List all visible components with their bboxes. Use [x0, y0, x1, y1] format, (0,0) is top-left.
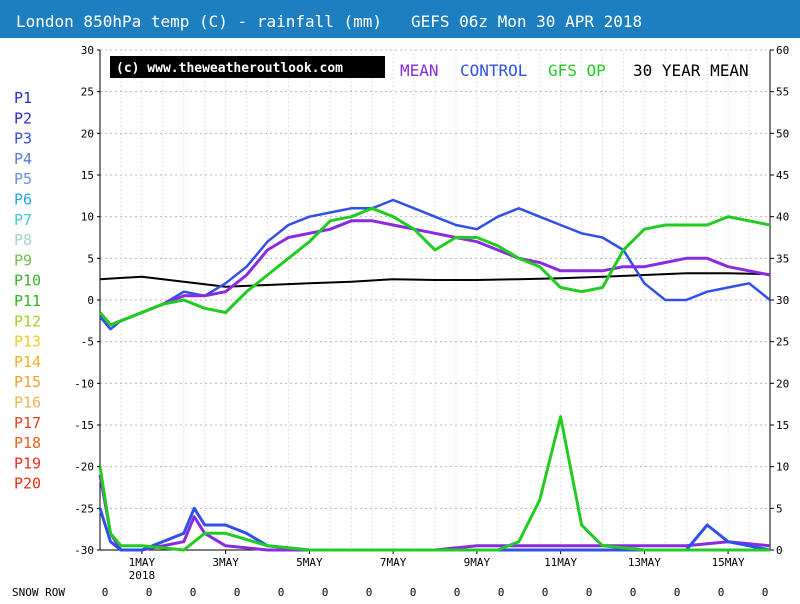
legend-p9: P9 — [14, 251, 32, 269]
chart-title: London 850hPa temp (C) - rainfall (mm) G… — [16, 12, 642, 31]
watermark-text: (c) www.theweatheroutlook.com — [116, 61, 343, 76]
legend-p3: P3 — [14, 130, 32, 148]
right-tick-label: 55 — [776, 86, 789, 99]
snow-row-value: 0 — [366, 586, 373, 599]
left-tick-label: -30 — [74, 544, 94, 557]
legend-p20: P20 — [14, 475, 41, 493]
snow-row-value: 0 — [454, 586, 461, 599]
left-tick-label: -25 — [74, 502, 94, 515]
legend-p16: P16 — [14, 394, 41, 412]
snow-row: SNOW ROW 0 0 0 0 0 0 0 0 0 0 0 0 0 0 0 0 — [12, 586, 768, 599]
right-tick-label: 40 — [776, 211, 789, 224]
rain-line-gfs-op — [98, 415, 770, 552]
left-tick-label: -10 — [74, 377, 94, 390]
left-tick-label: -5 — [81, 336, 94, 349]
snow-row-value: 0 — [630, 586, 637, 599]
legend-p4: P4 — [14, 150, 32, 168]
temp-line-mean — [98, 219, 771, 327]
left-tick-label: 0 — [87, 294, 94, 307]
snow-row-label: SNOW ROW — [12, 586, 65, 599]
left-tick-label: -15 — [74, 419, 94, 432]
snow-row-value: 0 — [542, 586, 549, 599]
header-bar — [0, 0, 800, 38]
left-tick-label: 5 — [87, 252, 94, 265]
right-tick-label: 15 — [776, 419, 789, 432]
snow-row-value: 0 — [146, 586, 153, 599]
snow-row-value: 0 — [102, 586, 109, 599]
legend-p6: P6 — [14, 191, 32, 209]
legend-p7: P7 — [14, 211, 32, 229]
left-tick-label: 10 — [81, 211, 94, 224]
temp-line-gfs-op — [98, 206, 771, 327]
right-tick-label: 5 — [776, 502, 783, 515]
snow-row-value: 0 — [190, 586, 197, 599]
left-tick-label: -20 — [74, 461, 94, 474]
watermark-box — [110, 56, 385, 78]
left-tick-label: 15 — [81, 169, 94, 182]
right-tick-label: 25 — [776, 336, 789, 349]
right-tick-label: 10 — [776, 461, 789, 474]
right-tick-label: 50 — [776, 127, 789, 140]
axis-layer: 302520151050-5-10-15-20-25-3060555045403… — [74, 44, 789, 582]
right-tick-label: 45 — [776, 169, 789, 182]
legend-p5: P5 — [14, 170, 32, 188]
right-tick-label: 35 — [776, 252, 789, 265]
right-tick-label: 20 — [776, 377, 789, 390]
legend-p11: P11 — [14, 292, 41, 310]
snow-row-value: 0 — [498, 586, 505, 599]
snow-row-value: 0 — [234, 586, 241, 599]
legend-mean: MEAN — [400, 61, 439, 80]
snow-row-value: 0 — [410, 586, 417, 599]
x-tick-label: 9MAY — [464, 556, 491, 569]
x-tick-label: 11MAY — [544, 556, 577, 569]
legend-30-year-mean: 30 YEAR MEAN — [633, 61, 749, 80]
legend-p13: P13 — [14, 333, 41, 351]
left-tick-label: 30 — [81, 44, 94, 57]
right-tick-label: 0 — [776, 544, 783, 557]
legend-p14: P14 — [14, 353, 41, 371]
series-layer — [98, 198, 771, 552]
legend-p2: P2 — [14, 109, 32, 127]
legend-p18: P18 — [14, 434, 41, 452]
legend-p19: P19 — [14, 454, 41, 472]
x-year-label: 2018 — [129, 569, 156, 582]
x-tick-label: 1MAY — [129, 556, 156, 569]
x-tick-label: 13MAY — [628, 556, 661, 569]
right-tick-label: 30 — [776, 294, 789, 307]
x-tick-label: 5MAY — [296, 556, 323, 569]
legend-p17: P17 — [14, 414, 41, 432]
left-tick-label: 25 — [81, 86, 94, 99]
side-legend: P1 P2 P3 P4 P5 P6 P7 P8 P9 P10 P11 P12 P13 P14 P15 P16 P… — [14, 89, 41, 493]
legend-p8: P8 — [14, 231, 32, 249]
snow-row-value: 0 — [278, 586, 285, 599]
temp-line-control — [99, 198, 771, 331]
snow-row-value: 0 — [762, 586, 769, 599]
x-tick-label: 15MAY — [712, 556, 745, 569]
legend-p1: P1 — [14, 89, 32, 107]
right-tick-label: 60 — [776, 44, 789, 57]
left-tick-label: 20 — [81, 127, 94, 140]
legend-gfs-op: GFS OP — [548, 61, 606, 80]
temp-line-30-year-mean — [99, 272, 771, 288]
legend-control: CONTROL — [460, 61, 527, 80]
snow-row-value: 0 — [674, 586, 681, 599]
snow-row-value: 0 — [718, 586, 725, 599]
snow-row-value: 0 — [586, 586, 593, 599]
legend-p15: P15 — [14, 373, 41, 391]
x-tick-label: 7MAY — [380, 556, 407, 569]
legend-p10: P10 — [14, 272, 41, 290]
snow-row-value: 0 — [322, 586, 329, 599]
legend-p12: P12 — [14, 312, 41, 330]
x-tick-label: 3MAY — [212, 556, 239, 569]
top-legend: MEAN CONTROL GFS OP 30 YEAR MEAN — [400, 61, 749, 80]
